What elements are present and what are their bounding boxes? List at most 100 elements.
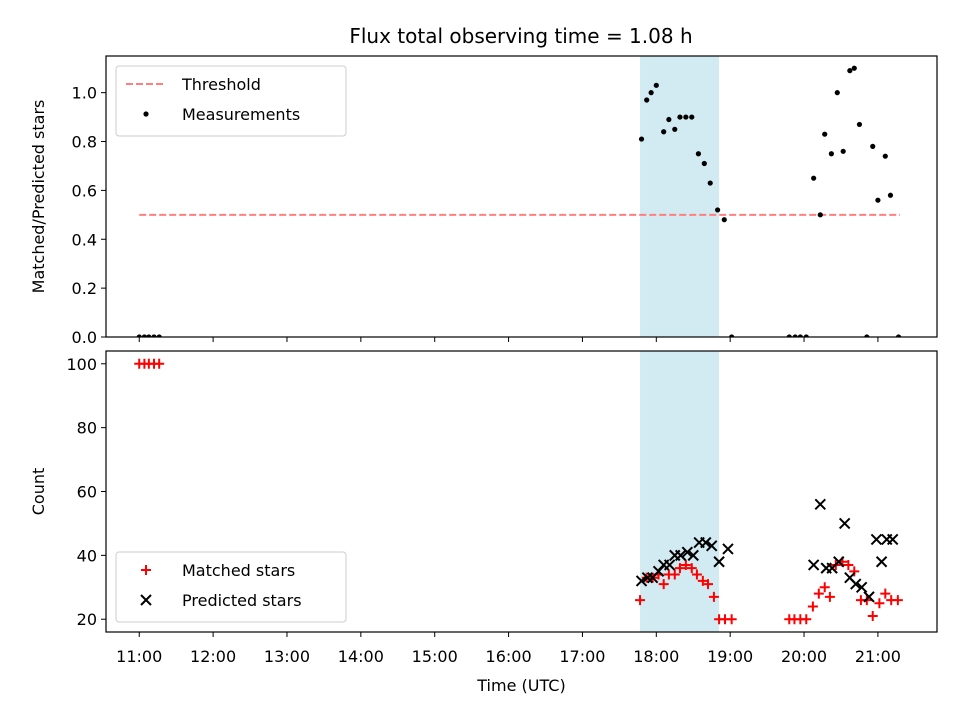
measurement-point (666, 116, 672, 123)
measurement-point (840, 148, 846, 154)
measurement-point (695, 151, 702, 157)
measurement-point (875, 197, 881, 203)
predicted-star-point (713, 556, 725, 568)
predicted-star-point (850, 578, 862, 590)
measurement-point (882, 153, 888, 159)
y-tick-label: 60 (77, 483, 97, 502)
measurement-point (864, 334, 870, 337)
matched-star-point (867, 611, 878, 622)
y-tick-label: 0.8 (72, 133, 97, 152)
matched-star-point (874, 598, 885, 609)
legend-label: Measurements (182, 105, 300, 124)
series-measurements (136, 65, 902, 337)
measurement-point (803, 334, 809, 337)
legend-matched-swatch (141, 565, 151, 575)
matched-star-point (658, 579, 669, 590)
y-tick-label: 40 (77, 546, 97, 565)
measurement-point (817, 212, 823, 218)
y-tick-label: 80 (77, 419, 97, 438)
axes-frame (105, 350, 938, 633)
measurement-point (146, 334, 152, 337)
matched-star-point (635, 595, 646, 606)
legend-measurement-swatch (143, 111, 149, 117)
measurement-point (887, 192, 894, 198)
predicted-star-point (700, 536, 712, 549)
plot-area (134, 358, 903, 625)
predicted-star-point (833, 556, 845, 568)
predicted-star-point (722, 543, 734, 555)
matched-star-point (813, 588, 824, 599)
x-tick-label: 20:00 (781, 647, 827, 666)
matched-star-point (686, 563, 697, 574)
matched-star-point (880, 588, 891, 599)
legend: Threshold Measurements (115, 65, 347, 137)
measurement-point (797, 334, 803, 337)
series-predicted-stars (635, 498, 899, 603)
measurement-point (653, 82, 659, 88)
measurement-point (851, 65, 857, 71)
measurement-point (151, 334, 157, 337)
predicted-star-point (838, 517, 851, 530)
legend-predicted-swatch (140, 594, 152, 606)
x-tick-label: 15:00 (412, 647, 458, 666)
x-tick-label: 19:00 (707, 647, 753, 666)
measurement-point (870, 143, 876, 150)
measurement-point (811, 175, 817, 181)
matched-star-point (849, 566, 860, 577)
y-tick-label: 20 (77, 610, 97, 629)
measurement-point (638, 136, 645, 142)
matched-star-point (669, 569, 680, 580)
matched-star-point (819, 582, 830, 593)
measurement-point (847, 68, 853, 74)
predicted-star-point (641, 572, 654, 584)
measurement-point (786, 334, 792, 337)
predicted-star-point (855, 581, 868, 594)
measurement-point (721, 217, 727, 223)
matched-star-point (708, 591, 719, 602)
observing-window-span (640, 56, 720, 337)
measurement-point (822, 131, 828, 137)
measurement-point (672, 126, 678, 132)
predicted-star-point (635, 575, 648, 587)
measurement-point (828, 151, 834, 157)
y-tick-label: 100 (66, 355, 97, 374)
measurement-point (895, 334, 902, 337)
matched-star-point (824, 591, 835, 602)
matched-star-point (726, 614, 737, 625)
y-tick-label: 0.6 (72, 181, 97, 200)
measurement-point (792, 334, 798, 337)
matched-star-point (843, 559, 854, 570)
x-tick-label: 16:00 (486, 647, 532, 666)
axes-frame (105, 55, 938, 338)
matched-star-point (674, 563, 685, 574)
predicted-star-point (886, 533, 899, 546)
measurement-point (707, 180, 713, 186)
y-axis-label: Matched/Predicted stars (29, 100, 48, 294)
measurement-point (715, 207, 721, 213)
measurement-point (701, 160, 707, 167)
measurement-point (683, 114, 689, 120)
measurement-point (729, 334, 735, 337)
legend-box (115, 65, 347, 137)
x-tick-label: 12:00 (190, 647, 236, 666)
measurement-point (856, 121, 863, 128)
matched-star-point (703, 579, 714, 590)
predicted-star-point (875, 556, 888, 568)
series-matched-stars (134, 358, 903, 625)
predicted-star-point (687, 549, 699, 562)
predicted-star-point (863, 591, 875, 603)
x-axis-label: Time (UTC) (476, 676, 565, 695)
predicted-star-point (870, 533, 883, 546)
matched-star-point (691, 569, 702, 580)
measurement-point (834, 90, 840, 96)
x-tick-label: 13:00 (264, 647, 310, 666)
measurement-point (689, 114, 695, 120)
predicted-star-point (674, 549, 687, 562)
measurement-point (661, 129, 667, 135)
matched-star-point (801, 614, 812, 625)
x-tick-label: 17:00 (559, 647, 605, 666)
matched-star-point (697, 575, 708, 586)
matched-star-point (680, 559, 691, 570)
observing-window-span (640, 351, 720, 632)
